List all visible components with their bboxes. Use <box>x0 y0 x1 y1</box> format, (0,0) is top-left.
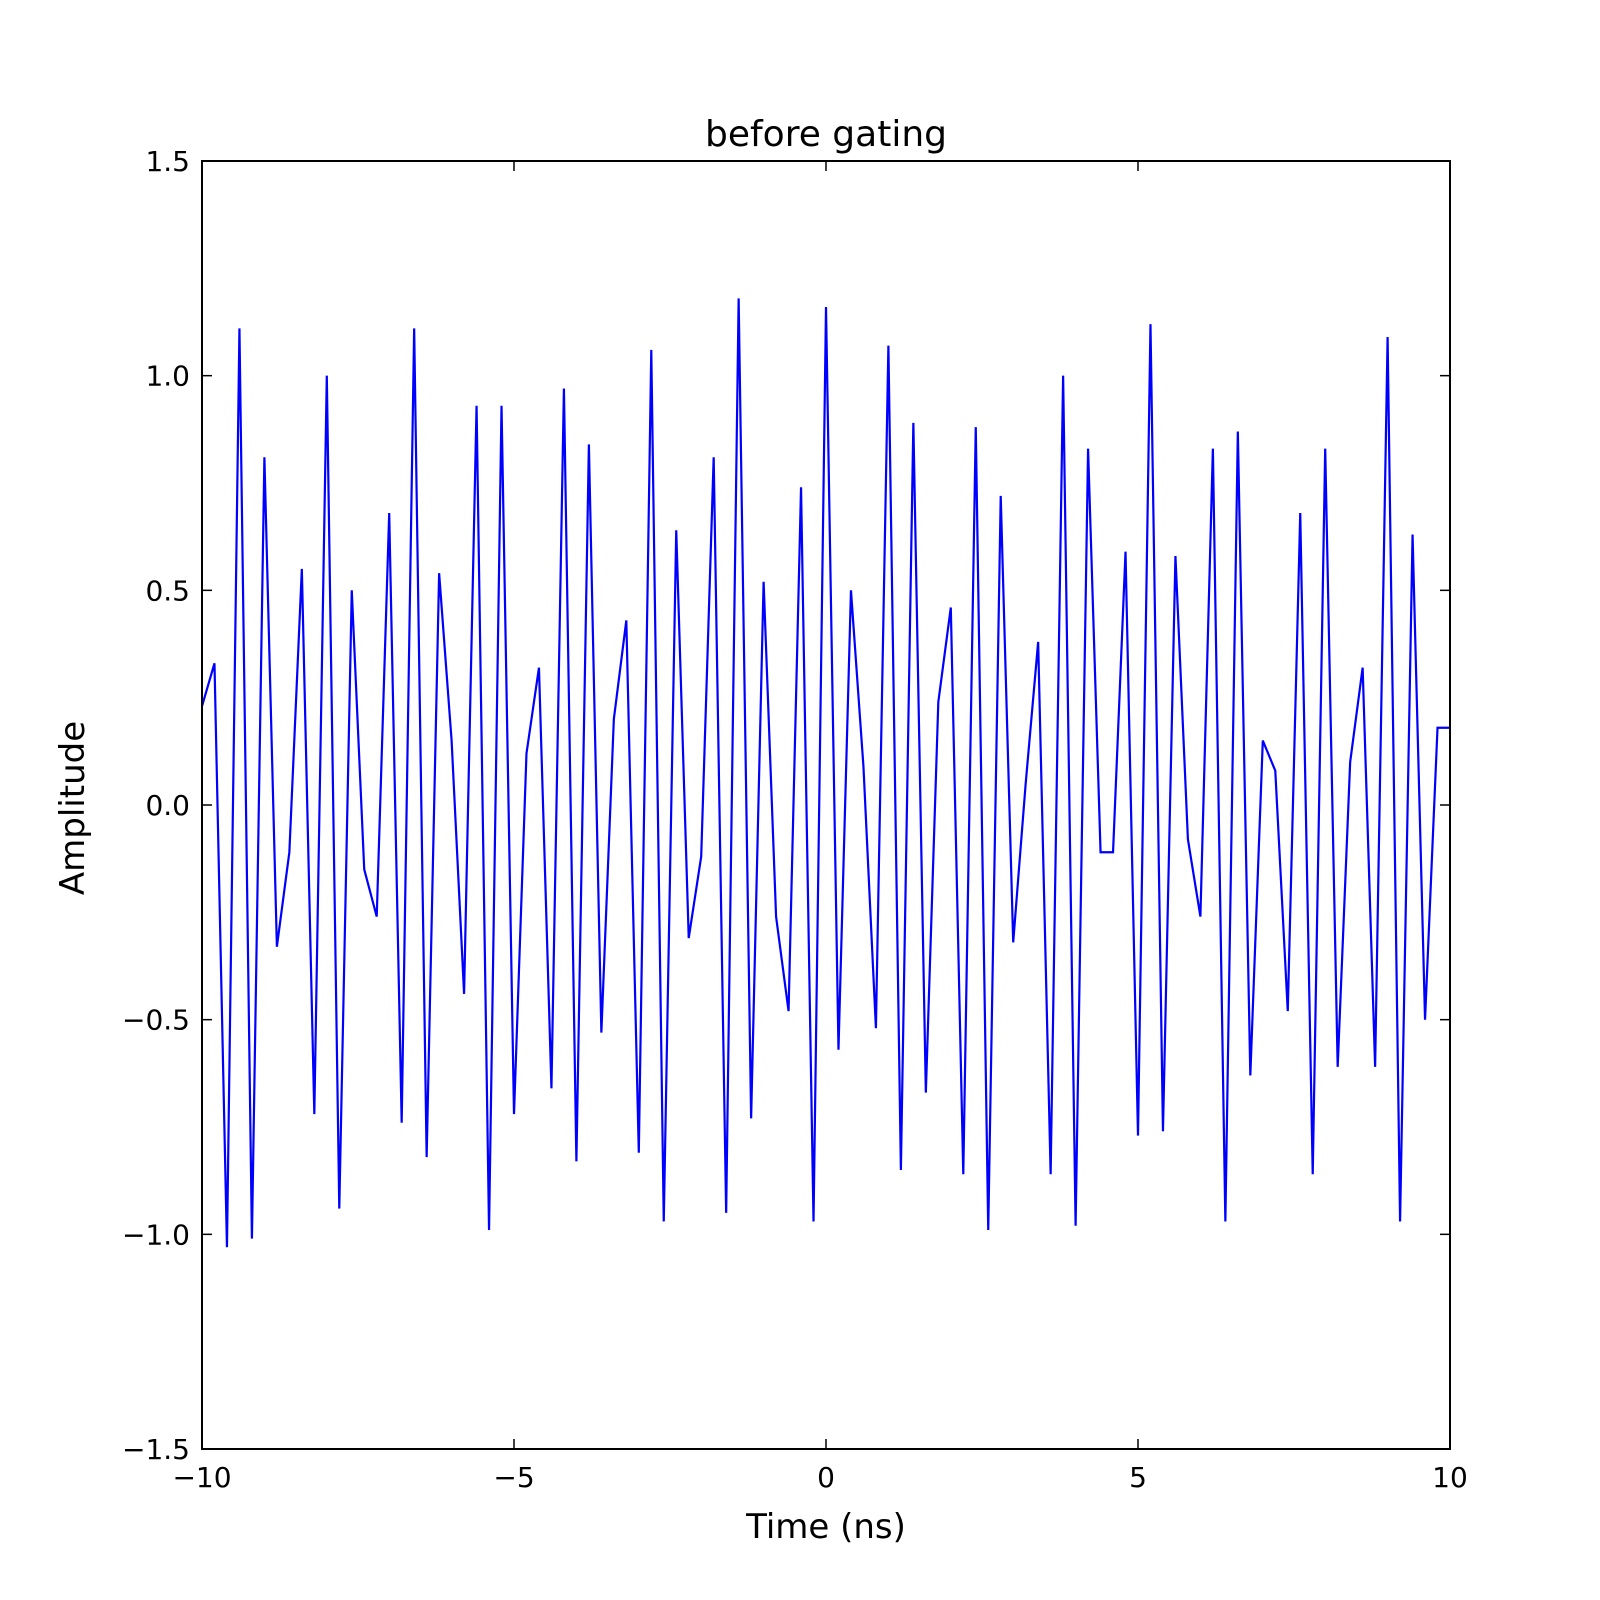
y-tick-label: −1.0 <box>122 1218 190 1251</box>
y-tick-label: 0.5 <box>145 574 190 607</box>
x-tick-label: −10 <box>172 1461 231 1494</box>
x-axis-label: Time (ns) <box>745 1507 906 1547</box>
y-tick-label: −0.5 <box>122 1004 190 1037</box>
y-tick-label: −1.5 <box>122 1433 190 1466</box>
chart-title: before gating <box>705 114 947 155</box>
x-tick-label: −5 <box>493 1461 534 1494</box>
y-tick-label: 1.0 <box>145 360 190 393</box>
x-tick-label: 0 <box>817 1461 835 1494</box>
x-tick-label: 5 <box>1129 1461 1147 1494</box>
plot-area: −10 −5 0 5 10 −1.5 −1.0 −0.5 0.0 0.5 1.0 1.5 <box>122 145 1468 1494</box>
y-axis-label: Amplitude <box>53 721 93 895</box>
y-tick-label: 1.5 <box>145 145 190 178</box>
x-tick-label: 10 <box>1432 1461 1468 1494</box>
y-tick-label: 0.0 <box>145 789 190 822</box>
series-line-0 <box>202 298 1450 1248</box>
